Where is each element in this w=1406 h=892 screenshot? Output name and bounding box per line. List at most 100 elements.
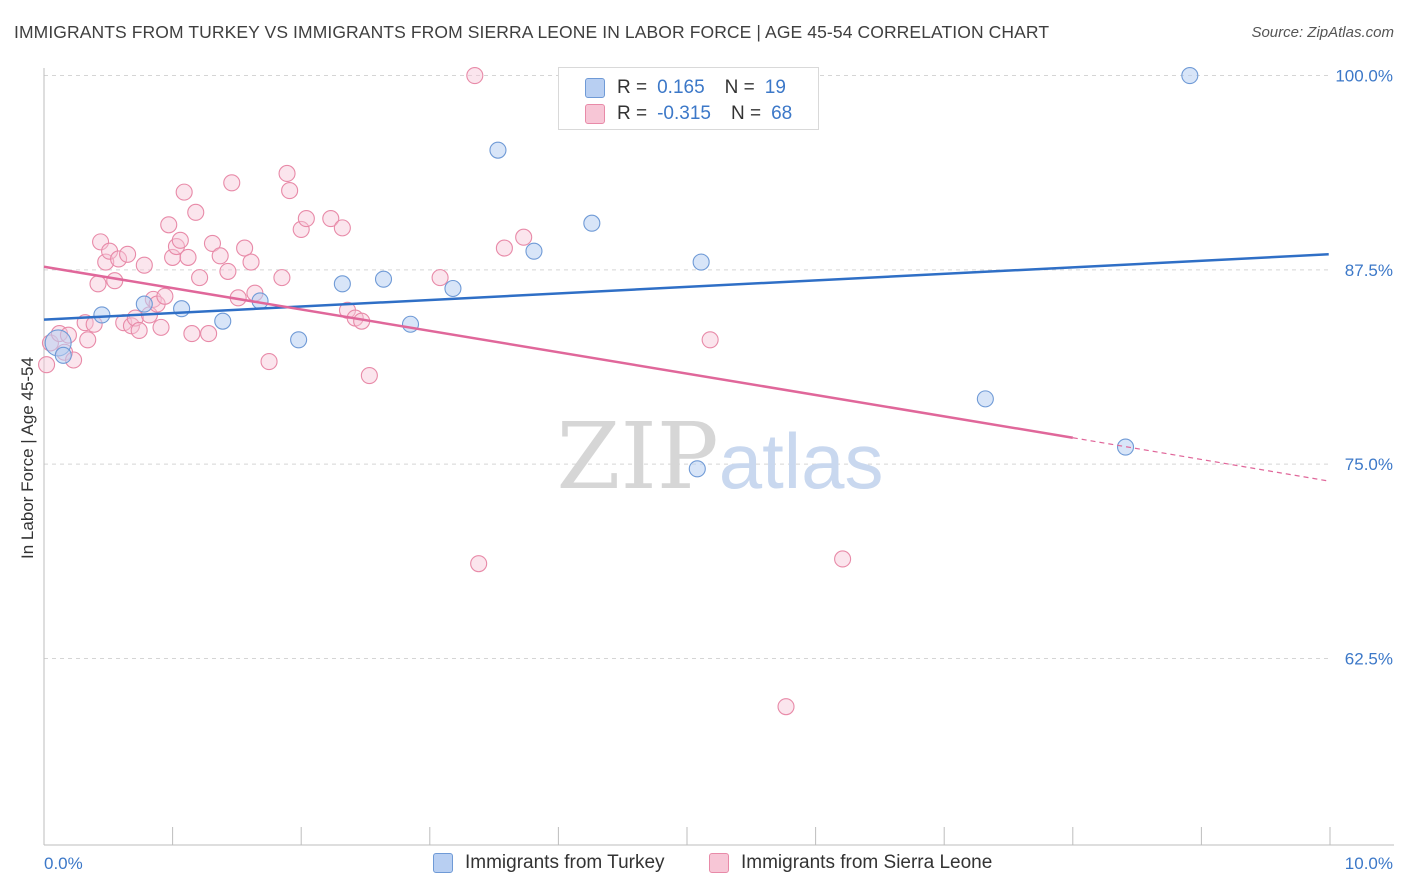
watermark: ZIPatlas (557, 403, 884, 510)
sierra-leone-point (183, 325, 201, 343)
turkey-point (688, 460, 706, 478)
legend-n-value-sierra-leone: 68 (771, 103, 793, 124)
sierra-leone-point (273, 269, 291, 287)
sierra-leone-point (297, 210, 315, 228)
series-legend-label-sierra-leone: Immigrants from Sierra Leone (741, 852, 993, 873)
sierra-leone-point (164, 248, 182, 266)
turkey-point (374, 270, 393, 288)
correlation-legend: R = 0.165 N = 19 R = -0.315 N = 68 (558, 67, 819, 130)
sierra-leone-point (92, 233, 110, 251)
sierra-leone-point (834, 550, 852, 568)
y-tick-label: 75.0% (1345, 455, 1393, 474)
turkey-point (290, 331, 308, 349)
sierra-leone-point (223, 174, 241, 192)
x-tick-label: 10.0% (1345, 854, 1393, 873)
sierra-leone-point (242, 253, 260, 271)
turkey-point (173, 300, 191, 318)
sierra-leone-point (219, 262, 237, 280)
sierra-leone-trendline-extension (1072, 437, 1331, 482)
legend-n-label: N = (730, 103, 762, 124)
sierra-leone-point (203, 234, 222, 252)
sierra-leone-point (211, 247, 229, 265)
turkey-trendline (43, 253, 1329, 321)
series-legend-sierra-leone: Immigrants from Sierra Leone (709, 852, 992, 874)
y-tick-label: 100.0% (1335, 67, 1393, 86)
sierra-leone-point (515, 228, 533, 246)
turkey-point (135, 295, 153, 313)
legend-n-value-turkey: 19 (764, 77, 786, 98)
series-legend-label-turkey: Immigrants from Turkey (465, 852, 665, 873)
sierra-leone-point (701, 331, 719, 349)
y-tick-label: 62.5% (1345, 649, 1393, 668)
grid-layer (44, 75, 1330, 659)
sierra-leone-point (322, 210, 340, 228)
sierra-leone-point (152, 318, 170, 336)
sierra-leone-point (38, 356, 56, 374)
legend-row-turkey: R = 0.165 N = 19 (585, 76, 786, 100)
legend-swatch-turkey (585, 78, 605, 98)
series-legend-turkey: Immigrants from Turkey (433, 852, 665, 874)
turkey-point (525, 242, 543, 260)
sierra-leone-point (79, 331, 97, 349)
y-axis-label: In Labor Force | Age 45-54 (18, 357, 37, 559)
y-tick-label: 87.5% (1345, 261, 1393, 280)
source-label: Source: ZipAtlas.com (1251, 24, 1394, 41)
sierra-leone-point (179, 248, 197, 266)
sierra-leone-point (187, 203, 205, 221)
sierra-leone-point (130, 321, 148, 340)
sierra-leone-point (160, 216, 178, 234)
turkey-point (214, 312, 232, 330)
sierra-leone-point (171, 231, 189, 249)
legend-r-value-turkey: 0.165 (657, 77, 705, 98)
axis-layer (43, 68, 1394, 846)
turkey-point (401, 315, 420, 333)
regression-lines (43, 253, 1331, 482)
sierra-leone-point (236, 239, 254, 257)
series-sierra-leone-points (38, 66, 852, 716)
legend-row-sierra-leone: R = -0.315 N = 68 (585, 102, 792, 126)
legend-n-label: N = (724, 77, 755, 98)
sierra-leone-point (119, 245, 137, 263)
sierra-leone-point (431, 269, 449, 287)
legend-r-value-sierra-leone: -0.315 (657, 103, 711, 124)
series-turkey-points (44, 66, 1199, 478)
turkey-point (976, 390, 994, 408)
x-tick-label: 0.0% (44, 854, 83, 873)
sierra-leone-point (200, 325, 218, 343)
series-legend: Immigrants from Turkey Immigrants from S… (0, 852, 1406, 878)
turkey-point (93, 306, 111, 324)
turkey-point (444, 279, 462, 298)
turkey-point (54, 346, 72, 364)
sierra-leone-point (292, 220, 310, 238)
turkey-point (583, 214, 601, 232)
series-legend-swatch-sierra-leone (709, 853, 729, 873)
turkey-point (692, 253, 710, 271)
turkey-point (1116, 438, 1135, 456)
tick-labels: 100.0% 87.5% 75.0% 62.5% 0.0% 10.0% (44, 67, 1393, 873)
legend-r-label: R = (617, 103, 648, 124)
turkey-point (489, 141, 507, 159)
series-legend-swatch-turkey (433, 853, 453, 873)
sierra-leone-point (466, 66, 484, 85)
sierra-leone-point (135, 256, 153, 274)
sierra-leone-point (97, 253, 115, 271)
legend-r-label: R = (617, 77, 648, 98)
sierra-leone-point (156, 287, 174, 305)
sierra-leone-point (106, 272, 124, 290)
sierra-leone-point (278, 164, 296, 183)
sierra-leone-point (333, 219, 351, 237)
sierra-leone-point (360, 367, 378, 385)
sierra-leone-point (191, 269, 209, 287)
legend-swatch-sierra-leone (585, 104, 605, 124)
sierra-leone-point (260, 353, 278, 371)
sierra-leone-point (495, 239, 513, 257)
sierra-leone-point (89, 275, 107, 293)
turkey-point (333, 275, 351, 293)
chart-title: IMMIGRANTS FROM TURKEY VS IMMIGRANTS FRO… (14, 22, 1050, 42)
sierra-leone-point (470, 555, 488, 573)
sierra-leone-point (110, 250, 128, 268)
sierra-leone-point (281, 182, 299, 200)
sierra-leone-point (175, 183, 193, 201)
turkey-point (1181, 66, 1199, 85)
